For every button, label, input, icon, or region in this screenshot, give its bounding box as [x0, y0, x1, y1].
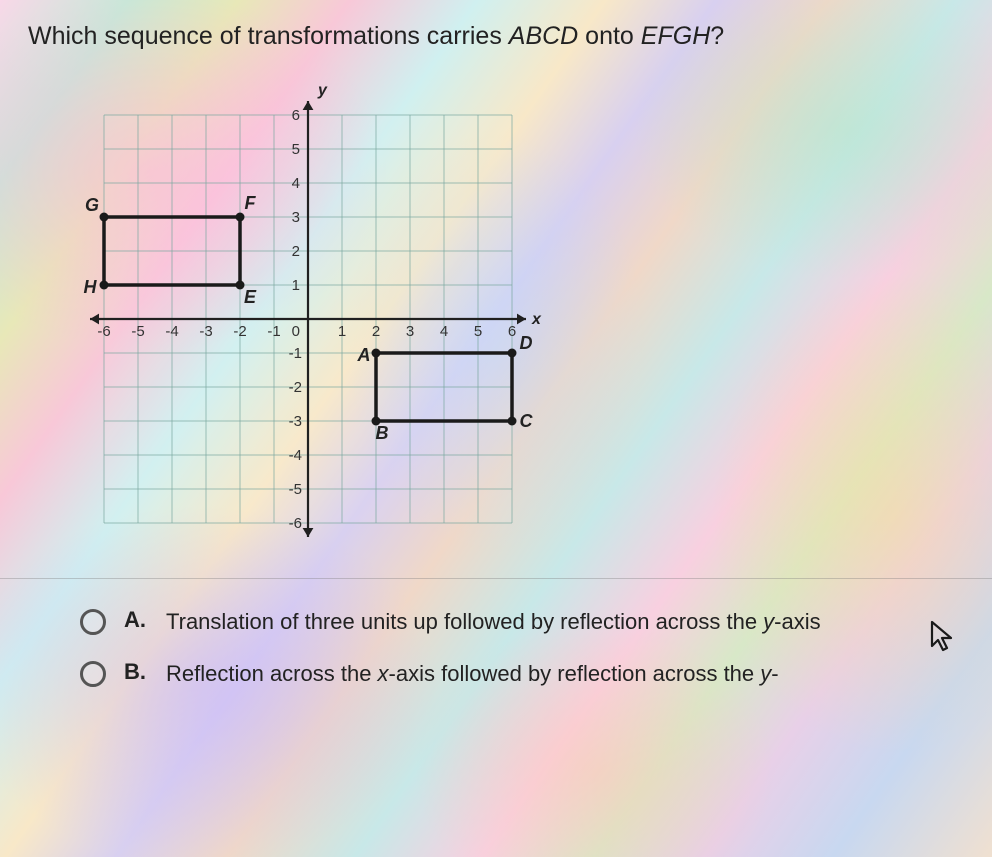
svg-text:-5: -5	[131, 323, 144, 340]
svg-text:-2: -2	[233, 323, 246, 340]
option-b-letter: B.	[124, 659, 148, 685]
radio-a[interactable]	[80, 609, 106, 635]
svg-text:y: y	[317, 82, 328, 99]
svg-text:H: H	[84, 277, 98, 297]
svg-text:G: G	[85, 195, 99, 215]
svg-text:-2: -2	[289, 379, 302, 396]
radio-b[interactable]	[80, 661, 106, 687]
question-text: Which sequence of transformations carrie…	[0, 0, 992, 61]
svg-text:D: D	[520, 333, 533, 353]
svg-text:-3: -3	[199, 323, 212, 340]
question-shape1: ABCD	[509, 22, 578, 50]
svg-text:-5: -5	[289, 481, 302, 498]
svg-text:6: 6	[292, 107, 300, 124]
question-mid: onto	[578, 22, 641, 50]
svg-text:C: C	[520, 411, 534, 431]
svg-text:F: F	[245, 193, 257, 213]
svg-text:3: 3	[406, 323, 414, 340]
svg-text:-4: -4	[165, 323, 178, 340]
svg-text:-1: -1	[289, 345, 302, 362]
svg-text:3: 3	[292, 209, 300, 226]
option-a[interactable]: A. Translation of three units up followe…	[80, 607, 952, 637]
svg-text:5: 5	[292, 141, 300, 158]
svg-text:-1: -1	[267, 323, 280, 340]
graph-container: y x -6 -5 -4 -3 -2 -1 1 2 3 4 5 6 1 2 3 4 5 6 -1 -2 -3 -4 -5 -6 0 E…	[0, 61, 992, 550]
svg-text:4: 4	[440, 323, 448, 340]
svg-text:B: B	[376, 423, 389, 443]
answer-options: A. Translation of three units up followe…	[0, 579, 992, 688]
question-shape2: EFGH	[641, 22, 710, 50]
svg-text:2: 2	[372, 323, 380, 340]
svg-text:E: E	[244, 287, 257, 307]
svg-text:x: x	[531, 311, 542, 328]
option-b[interactable]: B. Reflection across the x-axis followed…	[80, 659, 952, 689]
svg-text:2: 2	[292, 243, 300, 260]
svg-text:-6: -6	[289, 515, 302, 532]
svg-text:-3: -3	[289, 413, 302, 430]
svg-text:A: A	[357, 345, 371, 365]
option-b-text: Reflection across the x-axis followed by…	[166, 659, 779, 689]
question-prefix: Which sequence of transformations carrie…	[28, 22, 509, 50]
svg-text:4: 4	[292, 175, 300, 192]
svg-text:5: 5	[474, 323, 482, 340]
svg-text:-6: -6	[97, 323, 110, 340]
cursor-icon	[928, 620, 958, 654]
svg-text:-4: -4	[289, 447, 302, 464]
svg-text:6: 6	[508, 323, 516, 340]
coordinate-graph: y x -6 -5 -4 -3 -2 -1 1 2 3 4 5 6 1 2 3 4 5 6 -1 -2 -3 -4 -5 -6 0 E…	[60, 75, 580, 545]
svg-text:1: 1	[292, 277, 300, 294]
option-a-text: Translation of three units up followed b…	[166, 607, 821, 637]
svg-text:0: 0	[292, 323, 300, 340]
question-suffix: ?	[710, 22, 724, 50]
option-a-letter: A.	[124, 607, 148, 633]
svg-text:1: 1	[338, 323, 346, 340]
